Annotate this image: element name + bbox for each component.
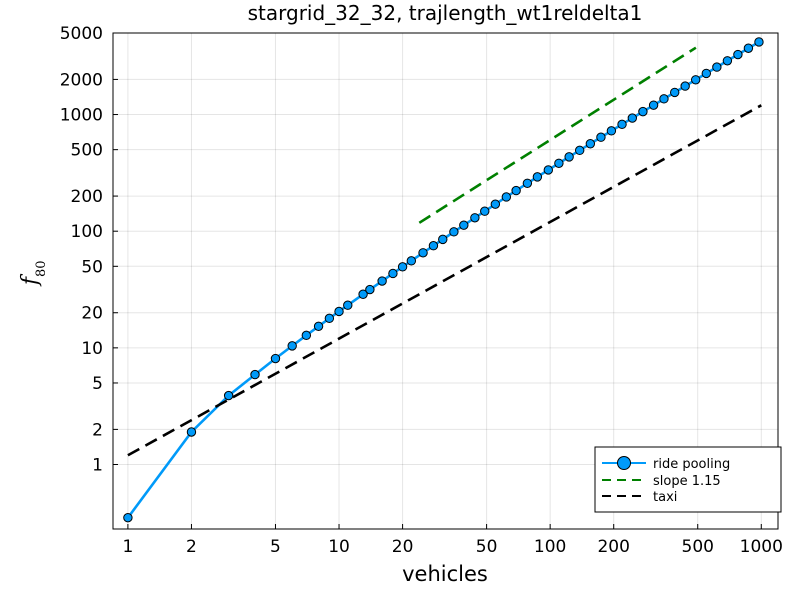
- y-tick-label: 2: [92, 420, 103, 440]
- legend-label-taxi: taxi: [653, 490, 677, 505]
- data-point: [186, 427, 197, 437]
- legend-marker-ride-pooling: [617, 456, 631, 470]
- data-point: [648, 100, 659, 110]
- data-point: [574, 145, 585, 156]
- data-point: [449, 227, 459, 237]
- data-point: [377, 276, 387, 286]
- data-point: [123, 512, 133, 523]
- x-tick-label: 2: [186, 537, 197, 557]
- data-point: [659, 94, 669, 104]
- y-tick-label: 50: [81, 257, 103, 277]
- y-tick-label: 500: [71, 141, 103, 161]
- data-point: [270, 353, 281, 364]
- y-tick-label: 5: [92, 374, 103, 394]
- data-point: [470, 213, 480, 223]
- data-point: [554, 158, 564, 168]
- data-point: [313, 321, 324, 332]
- data-point: [564, 152, 574, 162]
- data-point: [670, 87, 680, 98]
- data-point: [324, 313, 335, 324]
- y-tick-label: 1: [92, 456, 103, 476]
- data-point: [532, 172, 543, 182]
- data-point: [301, 330, 312, 341]
- data-point: [250, 369, 260, 380]
- x-axis-label: vehicles: [402, 562, 488, 586]
- x-tick-label: 1000: [740, 537, 783, 557]
- x-tick-label: 5: [270, 537, 281, 557]
- data-point: [358, 289, 368, 299]
- data-point: [733, 49, 743, 60]
- y-tick-label: 200: [71, 187, 103, 207]
- data-point: [722, 56, 733, 66]
- legend-label-slope: slope 1.15: [653, 474, 721, 489]
- chart-title: stargrid_32_32, trajlength_wt1reldelta1: [248, 1, 643, 25]
- data-point: [406, 256, 417, 266]
- y-tick-label: 10: [81, 339, 103, 359]
- axis-ticks: 1 2 5 10 20 50 100 200 500 1000 1 2 5 10 20 50 100 200 500…: [60, 24, 783, 557]
- plot-frame: [112, 32, 779, 530]
- data-point: [522, 178, 533, 188]
- legend: ride pooling slope 1.15 taxi: [594, 446, 782, 513]
- data-point: [438, 234, 448, 245]
- data-point: [701, 68, 711, 79]
- x-tick-label: 50: [476, 537, 498, 557]
- y-axis-label-group: f 80: [18, 260, 49, 287]
- data-point: [501, 192, 512, 202]
- data-point: [223, 390, 234, 401]
- data-point: [490, 199, 501, 209]
- y-tick-label: 2000: [60, 70, 103, 90]
- data-point: [428, 241, 439, 251]
- data-point: [712, 62, 722, 72]
- y-axis-label-subscript: 80: [34, 260, 49, 277]
- data-point: [480, 206, 490, 216]
- y-tick-label: 100: [71, 222, 103, 242]
- data-point: [617, 119, 627, 130]
- x-tick-label: 1: [122, 537, 133, 557]
- y-tick-label: 5000: [60, 24, 103, 44]
- data-point: [627, 113, 638, 123]
- data-point: [585, 139, 596, 149]
- data-point: [365, 284, 375, 295]
- series-line-slope-1-15: [418, 46, 697, 224]
- data-point: [397, 262, 408, 272]
- data-point: [418, 248, 428, 258]
- x-tick-label: 100: [534, 537, 566, 557]
- data-point: [334, 306, 344, 317]
- data-point: [638, 106, 648, 117]
- series-line-taxi: [127, 104, 762, 457]
- x-tick-label: 500: [682, 537, 714, 557]
- x-tick-label: 200: [597, 537, 629, 557]
- data-point: [754, 37, 764, 47]
- y-tick-label: 20: [81, 304, 103, 324]
- data-point: [596, 132, 606, 142]
- data-point: [743, 43, 754, 53]
- data-point: [606, 126, 617, 136]
- data-point: [459, 220, 469, 230]
- data-point: [343, 300, 353, 310]
- x-tick-label: 20: [392, 537, 414, 557]
- x-tick-label: 10: [328, 537, 350, 557]
- data-point: [511, 185, 521, 196]
- data-point: [388, 268, 398, 279]
- data-point: [287, 341, 297, 351]
- data-point: [690, 75, 701, 85]
- data-point: [680, 81, 690, 91]
- legend-label-ride-pooling: ride pooling: [653, 457, 730, 472]
- y-tick-label: 1000: [60, 106, 103, 126]
- data-point: [543, 165, 554, 175]
- series: [123, 37, 764, 523]
